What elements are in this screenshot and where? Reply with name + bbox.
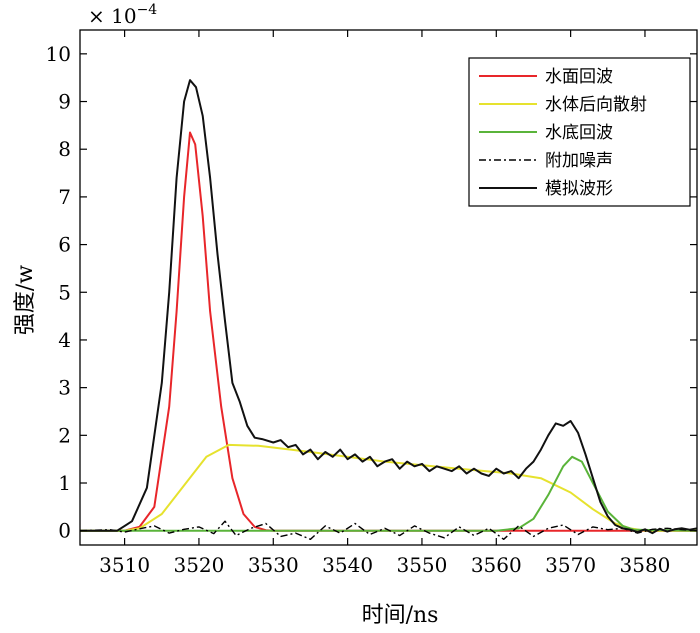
x-tick-label-0: 3510 — [99, 553, 150, 577]
y-axis-title: 强度/w — [13, 265, 38, 335]
y-tick-label-2: 2 — [58, 423, 71, 447]
series-line-4 — [79, 520, 698, 540]
y-tick-label-10: 10 — [46, 42, 71, 66]
y-tick-label-4: 4 — [58, 328, 71, 352]
legend-label-4: 附加噪声 — [545, 151, 613, 171]
y-tick-label-3: 3 — [58, 376, 71, 400]
x-tick-label-1: 3520 — [173, 553, 224, 577]
y-tick-label-1: 1 — [58, 471, 71, 495]
legend-label-3: 水底回波 — [545, 123, 613, 143]
x-tick-label-6: 3570 — [545, 553, 596, 577]
y-tick-label-7: 7 — [58, 185, 71, 209]
x-tick-label-4: 3550 — [396, 553, 447, 577]
x-tick-label-5: 3560 — [471, 553, 522, 577]
axes: 3510 3520 3530 3540 3550 3560 3570 3580 0 1 2 3 4 5 6 7… — [46, 29, 698, 577]
x-tick-label-7: 3580 — [620, 553, 671, 577]
x-axis-title: 时间/ns — [362, 603, 439, 628]
series-line-3 — [80, 455, 698, 532]
x-tick-label-3: 3540 — [322, 553, 373, 577]
y-tick-label-0: 0 — [58, 519, 71, 543]
legend-label-2: 水体后向散射 — [545, 95, 647, 115]
y-tick-label-9: 9 — [58, 90, 71, 114]
y-tick-label-6: 6 — [58, 233, 71, 257]
y-tick-label-5: 5 — [58, 280, 71, 304]
series-line-5 — [80, 79, 698, 535]
series-layer — [79, 79, 698, 540]
legend-label-5: 模拟波形 — [545, 179, 613, 199]
y-tick-label-8: 8 — [58, 137, 71, 161]
exponent-label: × 10−4 — [88, 2, 157, 28]
axes-box — [79, 29, 698, 546]
x-tick-label-2: 3530 — [248, 553, 299, 577]
legend-label-1: 水面回波 — [545, 67, 613, 87]
